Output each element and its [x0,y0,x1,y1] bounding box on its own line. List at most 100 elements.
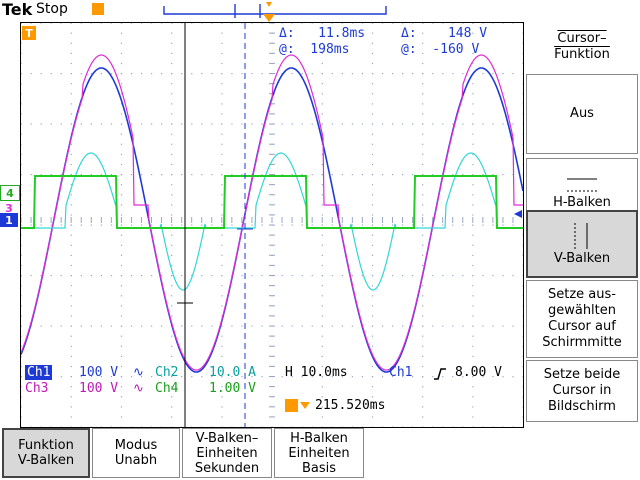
graticule-dot [171,42,173,44]
graticule-dot [120,315,123,317]
graticule-dot [522,42,523,44]
v-bars-button[interactable]: V-Balken [526,210,638,278]
v-bars-units-button[interactable]: V-Balken– Einheiten Sekunden [182,428,272,478]
graticule-dot [351,325,354,327]
graticule-dot [462,224,464,226]
graticule-dot [251,426,253,427]
graticule-dot [331,123,333,125]
ch1-scale: 100 V [79,365,119,380]
graticule-dot [472,32,474,34]
graticule-dot [472,305,474,307]
graticule-dot [522,163,523,166]
graticule-dot [321,376,323,378]
graticule-dot [422,32,424,34]
cursor-off-button[interactable]: Aus [526,74,638,154]
graticule-dot [50,426,52,427]
graticule-dot [120,345,123,347]
graticule-dot [391,174,394,176]
graticule-dot [472,194,474,196]
graticule-dot [391,325,394,327]
waveform-display[interactable]: Δ: 11.8ms @: 198ms Δ: 148 V @: -160 V Ch… [20,22,524,428]
graticule-dot [21,83,22,85]
graticule-dot [221,123,223,125]
graticule-dot [120,355,123,357]
trigger-position-marker[interactable]: T [22,26,36,40]
graticule-dot [191,376,193,378]
graticule-dot [472,416,474,418]
graticule-dot [331,325,333,327]
graticule-dot [371,244,374,246]
graticule-dot [70,174,72,176]
graticule-dot [251,73,253,75]
ch1-ground-marker[interactable]: 1 [0,213,18,227]
graticule-dot [120,275,123,277]
graticule-dot [221,93,223,95]
graticule-dot [281,275,283,277]
graticule-dot [261,275,263,277]
graticule-dot [120,426,123,427]
graticule-dot [161,275,163,277]
mode-independent-button[interactable]: Modus Unabh [92,428,180,478]
trigger-marker-icon [263,14,275,22]
graticule-dot [351,376,354,378]
graticule-dot [321,224,323,226]
graticule-dot [120,103,123,105]
graticule-dot [21,416,22,418]
graticule-dot [271,426,273,427]
graticule-dot [70,275,72,277]
run-state: Stop [36,1,68,17]
graticule-dot [442,426,444,427]
ch3-ground-marker[interactable]: 3 [5,201,13,215]
graticule-dot [221,103,223,105]
graticule-dot [221,426,223,427]
graticule-dot [70,355,72,357]
graticule-dot [472,315,474,317]
graticule-dot [241,174,243,176]
graticule-dot [130,73,133,75]
cursor-delta-time: Δ: 11.8ms [279,26,366,41]
graticule-dot [70,406,72,408]
graticule-dot [432,376,434,378]
graticule-dot [191,426,193,427]
graticule-dot [221,305,223,307]
graticule-dot [321,396,323,398]
graticule-dot [371,305,374,307]
graticule-dot [70,244,72,246]
graticule-dot [70,184,72,186]
graticule-dot [161,376,163,378]
graticule-dot [432,325,434,327]
graticule-dot [321,264,323,267]
graticule-dot [241,325,243,327]
bring-cursors-on-screen-button[interactable]: Setze beide Cursor in Bildschirm [526,360,638,422]
graticule-dot [482,275,484,277]
graticule-dot [361,426,364,427]
graticule-dot [422,113,424,115]
graticule-dot [522,62,523,65]
h-bars-units-button[interactable]: H-Balken Einheiten Basis [274,428,364,478]
ch2-trace [21,152,523,291]
graticule-dot [21,234,22,236]
graticule-dot [432,426,434,427]
bottom-menu: Funktion V-Balken Modus Unabh V-Balken– … [0,428,640,480]
graticule-dot [21,335,22,337]
graticule-dot [472,355,474,357]
graticule-dot [21,305,22,307]
graticule-dot [422,93,424,95]
graticule-dot [120,295,123,297]
ch4-ground-marker[interactable]: 4 [0,185,20,201]
graticule-dot [100,123,103,125]
function-v-bars-button[interactable]: Funktion V-Balken [2,428,90,478]
graticule-dot [371,184,374,186]
graticule-dot [120,214,123,216]
graticule-dot [120,335,123,337]
graticule-dot [522,285,523,287]
graticule-dot [522,386,523,388]
center-selected-cursor-button[interactable]: Setze aus- gewählten Cursor auf Schirmmi… [526,280,638,358]
graticule-dot [522,345,523,347]
graticule-dot [21,153,22,155]
graticule-dot [422,214,424,216]
graticule-dot [422,52,424,54]
graticule-dot [70,153,72,155]
graticule-dot [371,163,374,166]
graticule-dot [110,376,113,378]
